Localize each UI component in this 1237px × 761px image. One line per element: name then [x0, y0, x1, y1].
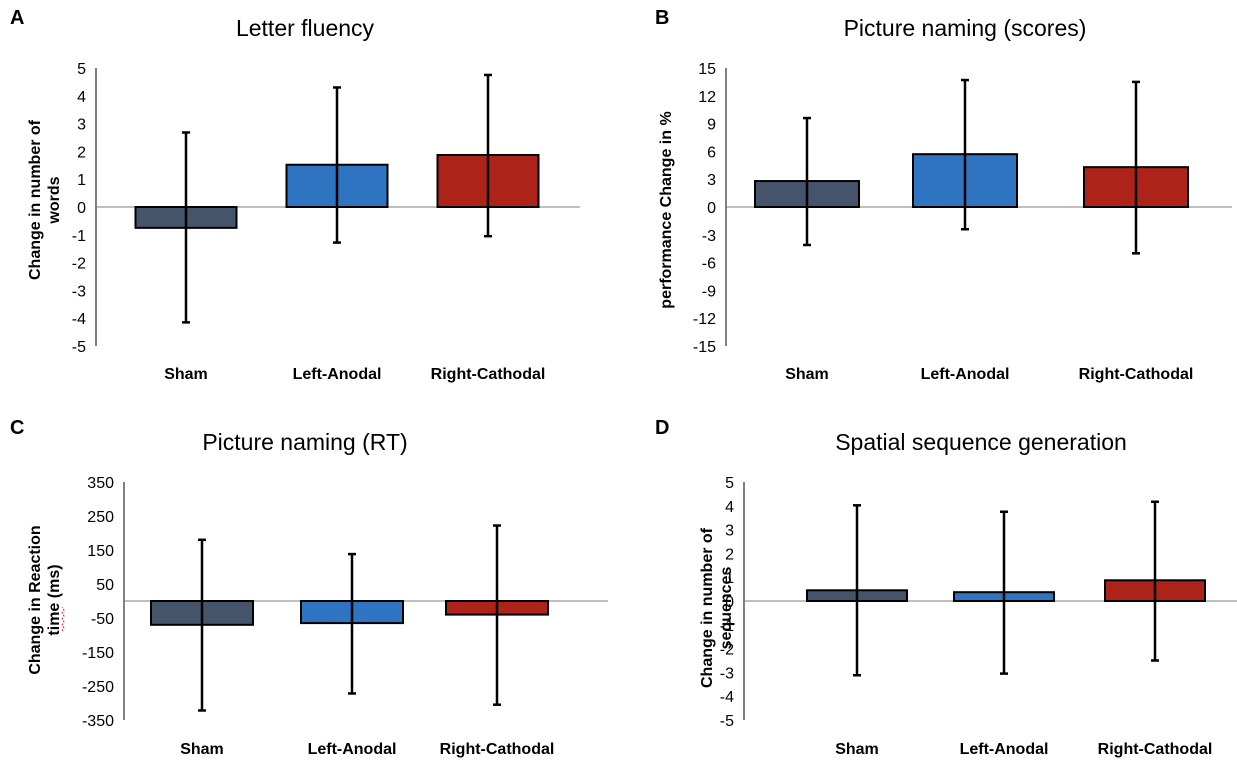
y-tick-label: -6	[702, 256, 716, 273]
y-tick-label: 0	[707, 200, 716, 217]
panel-letter: B	[655, 7, 669, 29]
x-tick-label: Sham	[785, 366, 829, 383]
y-axis-label-line: time (ms)	[46, 564, 63, 635]
y-tick-label: 0	[77, 200, 86, 217]
y-tick-label: 3	[725, 523, 734, 540]
y-tick-label: 2	[77, 144, 86, 161]
x-tick-label: Left-Anodal	[308, 741, 397, 758]
y-tick-label: 0	[725, 594, 734, 611]
x-tick-label: Left-Anodal	[921, 366, 1010, 383]
y-tick-label: 1	[77, 172, 86, 189]
y-tick-label: 15	[698, 61, 716, 78]
panel-letter: D	[655, 417, 669, 439]
x-tick-label: Right-Cathodal	[440, 741, 555, 758]
chart-panel-c: C Picture naming (RT) Change in Reaction ti…	[10, 417, 608, 758]
y-tick-label: 4	[77, 89, 86, 106]
y-tick-label: -3	[72, 283, 86, 300]
panel-letter: C	[10, 417, 24, 439]
y-tick-label: 350	[87, 475, 114, 492]
x-tick-label: Left-Anodal	[293, 366, 382, 383]
y-tick-label: -2	[72, 256, 86, 273]
y-tick-label: 50	[96, 577, 114, 594]
chart-title: Picture naming (scores)	[844, 15, 1087, 41]
y-axis-label-line: sequences	[718, 567, 735, 650]
chart-title: Spatial sequence generation	[835, 429, 1127, 455]
y-axis-label: Change in Reaction time (ms)	[27, 525, 63, 674]
x-tick-label: Right-Cathodal	[1079, 366, 1194, 383]
y-tick-label: -150	[82, 645, 114, 662]
y-tick-label: -9	[702, 283, 716, 300]
y-tick-label: -4	[72, 311, 86, 328]
x-tick-label: Right-Cathodal	[1098, 741, 1213, 758]
y-tick-label: 9	[707, 117, 716, 134]
y-tick-label: -5	[72, 339, 86, 356]
x-tick-label: Right-Cathodal	[431, 366, 546, 383]
y-axis-label: Change in number of sequences	[699, 527, 735, 688]
y-axis-label-line: performance Change in %	[658, 111, 675, 308]
panel-letter: A	[10, 7, 24, 29]
y-tick-label: -3	[702, 228, 716, 245]
chart-title: Picture naming (RT)	[202, 429, 407, 455]
y-tick-label: 1	[725, 570, 734, 587]
y-tick-label: 3	[707, 172, 716, 189]
y-tick-label: -350	[82, 713, 114, 730]
y-tick-label: 4	[725, 499, 734, 516]
y-tick-label: -250	[82, 679, 114, 696]
y-tick-label: -3	[720, 665, 734, 682]
chart-panel-a: A Letter fluency Change in number of words 5…	[10, 7, 580, 383]
x-tick-label: Sham	[835, 741, 879, 758]
y-tick-label: -2	[720, 642, 734, 659]
y-tick-label: 5	[725, 475, 734, 492]
y-tick-label: 6	[707, 144, 716, 161]
chart-panel-b: B Picture naming (scores) performance Chan…	[655, 7, 1232, 383]
y-axis-label: Change in number of words	[27, 119, 63, 280]
y-tick-label: -50	[91, 611, 114, 628]
y-tick-label: 150	[87, 543, 114, 560]
y-tick-label: 250	[87, 509, 114, 526]
y-tick-label: 3	[77, 117, 86, 134]
y-tick-label: -1	[720, 618, 734, 635]
y-tick-label: -4	[720, 689, 734, 706]
y-tick-label: 5	[77, 61, 86, 78]
y-axis-label-line: Change in number of	[27, 119, 44, 280]
y-tick-label: -1	[72, 228, 86, 245]
x-tick-label: Sham	[164, 366, 208, 383]
y-tick-label: -15	[693, 339, 716, 356]
y-axis-label-line: words	[46, 176, 63, 224]
x-tick-label: Left-Anodal	[960, 741, 1049, 758]
y-axis-label-line: Change in Reaction	[27, 525, 44, 674]
spellcheck-squiggle	[61, 606, 65, 632]
x-tick-label: Sham	[180, 741, 224, 758]
y-tick-label: 2	[725, 546, 734, 563]
y-tick-label: -12	[693, 311, 716, 328]
chart-title: Letter fluency	[236, 15, 375, 41]
y-tick-label: -5	[720, 713, 734, 730]
chart-panel-d: D Spatial sequence generation Change in nu…	[655, 417, 1237, 758]
y-axis-label: performance Change in %	[658, 111, 675, 308]
y-tick-label: 12	[698, 89, 716, 106]
y-axis-label-line: Change in number of	[699, 527, 716, 688]
